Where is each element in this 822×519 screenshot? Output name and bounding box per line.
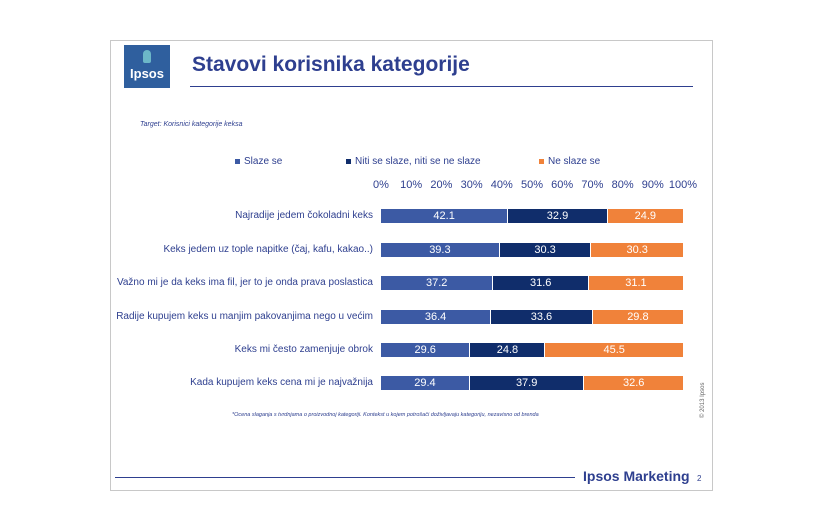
page-title: Stavovi korisnika kategorije — [192, 53, 470, 76]
bar-segment-ne-slaze-se: 31.1 — [588, 276, 683, 290]
slide-frame — [110, 40, 713, 491]
legend-swatch — [539, 158, 544, 164]
data-label: 39.3 — [429, 244, 451, 256]
legend-swatch — [346, 158, 351, 164]
data-label: 30.3 — [534, 244, 556, 256]
legend-swatch — [235, 158, 240, 164]
ipsos-logo: Ipsos — [124, 45, 170, 88]
data-label: 42.1 — [433, 210, 455, 222]
data-label: 37.9 — [515, 377, 538, 389]
x-tick-label: 90% — [641, 179, 664, 191]
legend-item-ne-slaze-se: Ne slaze se — [539, 156, 600, 167]
data-label: 36.4 — [424, 311, 447, 323]
x-tick-label: 10% — [400, 179, 423, 191]
data-label: 30.3 — [626, 244, 648, 256]
bar-segment-niti: 24.8 — [470, 343, 545, 357]
x-tick-label: 40% — [490, 179, 513, 191]
data-label: 37.2 — [426, 277, 448, 289]
bar-segment-slaze-se: 29.4 — [381, 376, 469, 390]
category-label: Kada kupujem keks cena mi je najvažnija — [190, 377, 373, 388]
data-label: 29.8 — [627, 311, 649, 323]
legend-label: Slaze se — [244, 156, 283, 167]
category-label: Keks jedem uz tople napitke (čaj, kafu, … — [163, 244, 373, 255]
category-label: Keks mi često zamenjuje obrok — [234, 344, 373, 355]
x-tick-label: 60% — [551, 179, 574, 191]
x-tick-label: 30% — [460, 179, 483, 191]
bar-segment-ne-slaze-se: 29.8 — [592, 310, 683, 324]
category-label: Važno mi je da keks ima fil, jer to je o… — [116, 277, 373, 288]
bar-segment-niti: 30.3 — [499, 243, 591, 257]
bar-segment-slaze-se: 29.6 — [381, 343, 470, 357]
copyright: © 2013 Ipsos — [700, 382, 706, 418]
bar-segment-slaze-se: 39.3 — [381, 243, 499, 257]
data-label: 32.9 — [546, 210, 569, 222]
data-label: 31.1 — [625, 277, 647, 289]
target-note: Target: Korisnici kategorije keksa — [140, 121, 243, 128]
data-label: 29.4 — [414, 377, 436, 389]
bar-segment-slaze-se: 37.2 — [381, 276, 493, 290]
data-label: 31.6 — [530, 277, 552, 289]
x-tick-label: 80% — [611, 179, 634, 191]
bar-segment-niti: 33.6 — [491, 310, 592, 324]
data-label: 33.6 — [530, 311, 553, 323]
footnote: *Ocena slaganja s tvrdnjama o proizvodno… — [232, 412, 539, 418]
legend-item-slaze-se: Slaze se — [235, 156, 282, 167]
title-divider — [190, 86, 693, 87]
logo-mark-icon — [143, 50, 151, 63]
bar-segment-niti: 31.6 — [493, 276, 588, 290]
bar-segment-ne-slaze-se: 32.6 — [584, 376, 683, 390]
category-label: Radije kupujem keks u manjim pakovanjima… — [116, 311, 373, 322]
legend-label: Ne slaze se — [548, 156, 601, 167]
data-label: 29.6 — [414, 344, 436, 356]
legend-label: Niti se slaze, niti se ne slaze — [355, 156, 481, 167]
x-tick-label: 70% — [581, 179, 604, 191]
bar-segment-niti: 37.9 — [469, 376, 584, 390]
bar-segment-niti: 32.9 — [508, 209, 607, 223]
bar-segment-slaze-se: 36.4 — [381, 310, 491, 324]
x-tick-label: 0% — [373, 179, 389, 191]
data-label: 24.9 — [634, 210, 657, 222]
data-label: 45.5 — [603, 344, 625, 356]
x-tick-label: 20% — [430, 179, 453, 191]
category-label: Najradije jedem čokoladni keks — [235, 210, 373, 221]
x-tick-label: 50% — [520, 179, 544, 191]
page-number: 2 — [697, 474, 702, 483]
bar-segment-ne-slaze-se: 30.3 — [591, 243, 683, 257]
footer-divider — [115, 477, 575, 478]
logo-text: Ipsos — [130, 66, 164, 81]
bar-segment-slaze-se: 42.1 — [381, 209, 508, 223]
bar-segment-ne-slaze-se: 45.5 — [545, 343, 683, 357]
x-tick-label: 100% — [668, 179, 698, 191]
legend-item-niti: Niti se slaze, niti se ne slaze — [346, 156, 481, 167]
brand-name: Ipsos Marketing — [583, 468, 690, 484]
data-label: 32.6 — [623, 377, 645, 389]
data-label: 24.8 — [496, 344, 519, 356]
bar-segment-ne-slaze-se: 24.9 — [607, 209, 683, 223]
